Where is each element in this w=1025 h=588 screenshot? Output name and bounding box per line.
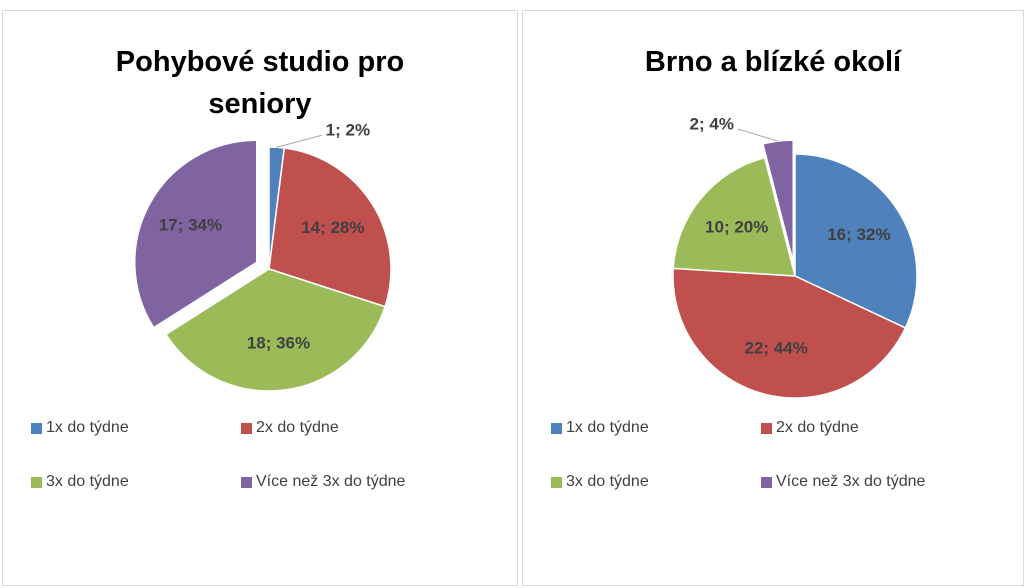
pie-slice (672, 267, 907, 399)
legend-swatch (761, 476, 772, 488)
legend-item: 3x do týdne (31, 473, 241, 491)
legend-label: Více než 3x do týdne (776, 473, 926, 490)
legend-item: Více než 3x do týdne (241, 473, 511, 491)
chart-panel: Brno a blízké okolí 16; 32% 22; 44% 10; 20%… (522, 10, 1024, 586)
leader-line (737, 128, 779, 142)
data-label: 17; 34% (159, 215, 222, 234)
data-label: 18; 36% (247, 334, 310, 353)
data-label: 14; 28% (301, 218, 364, 237)
chart-title: Pohybové studio pro seniory (115, 46, 405, 120)
data-label: 22; 44% (745, 339, 808, 358)
legend-item: Více než 3x do týdne (761, 473, 1025, 491)
legend-item: 2x do týdne (241, 419, 511, 437)
pie-chart: 16; 32% 22; 44% 10; 20% 2; 4% (672, 115, 918, 399)
pie-slice (672, 156, 796, 277)
legend-label: 3x do týdne (46, 473, 129, 490)
pie-slice (268, 147, 392, 308)
chart-title: Brno a blízké okolí (644, 46, 902, 78)
pie-slice (164, 268, 386, 392)
legend: 1x do týdne 2x do týdne 3x do týdne Více ne… (551, 419, 1025, 491)
data-label: 2; 4% (690, 115, 734, 134)
chart-panel: Pohybové studio pro seniory 1; 2% 14; 28% 1… (2, 10, 518, 586)
legend-label: 1x do týdne (46, 419, 129, 436)
legend-label: 2x do týdne (776, 419, 859, 436)
legend-item: 1x do týdne (31, 419, 241, 437)
legend-swatch (761, 422, 772, 434)
leader-line (276, 134, 322, 148)
data-label: 10; 20% (705, 217, 768, 236)
legend-label: 1x do týdne (566, 419, 649, 436)
legend-label: 3x do týdne (566, 473, 649, 490)
legend-label: 2x do týdne (256, 419, 339, 436)
data-label: 16; 32% (827, 225, 890, 244)
legend-swatch (31, 422, 42, 434)
legend-swatch (31, 476, 42, 488)
legend-swatch (551, 422, 562, 434)
legend-item: 3x do týdne (551, 473, 761, 491)
legend-item: 1x do týdne (551, 419, 761, 437)
pie-chart: 1; 2% 14; 28% 18; 36% 17; 34% (134, 121, 392, 392)
legend-item: 2x do týdne (761, 419, 1025, 437)
legend-swatch (241, 476, 252, 488)
legend-swatch (241, 422, 252, 434)
pie-slice (134, 139, 258, 329)
legend-label: Více než 3x do týdne (256, 473, 406, 490)
data-label: 1; 2% (326, 121, 370, 140)
pie-slice (794, 153, 918, 329)
legend-swatch (551, 476, 562, 488)
legend: 1x do týdne 2x do týdne 3x do týdne Více ne… (31, 419, 511, 491)
